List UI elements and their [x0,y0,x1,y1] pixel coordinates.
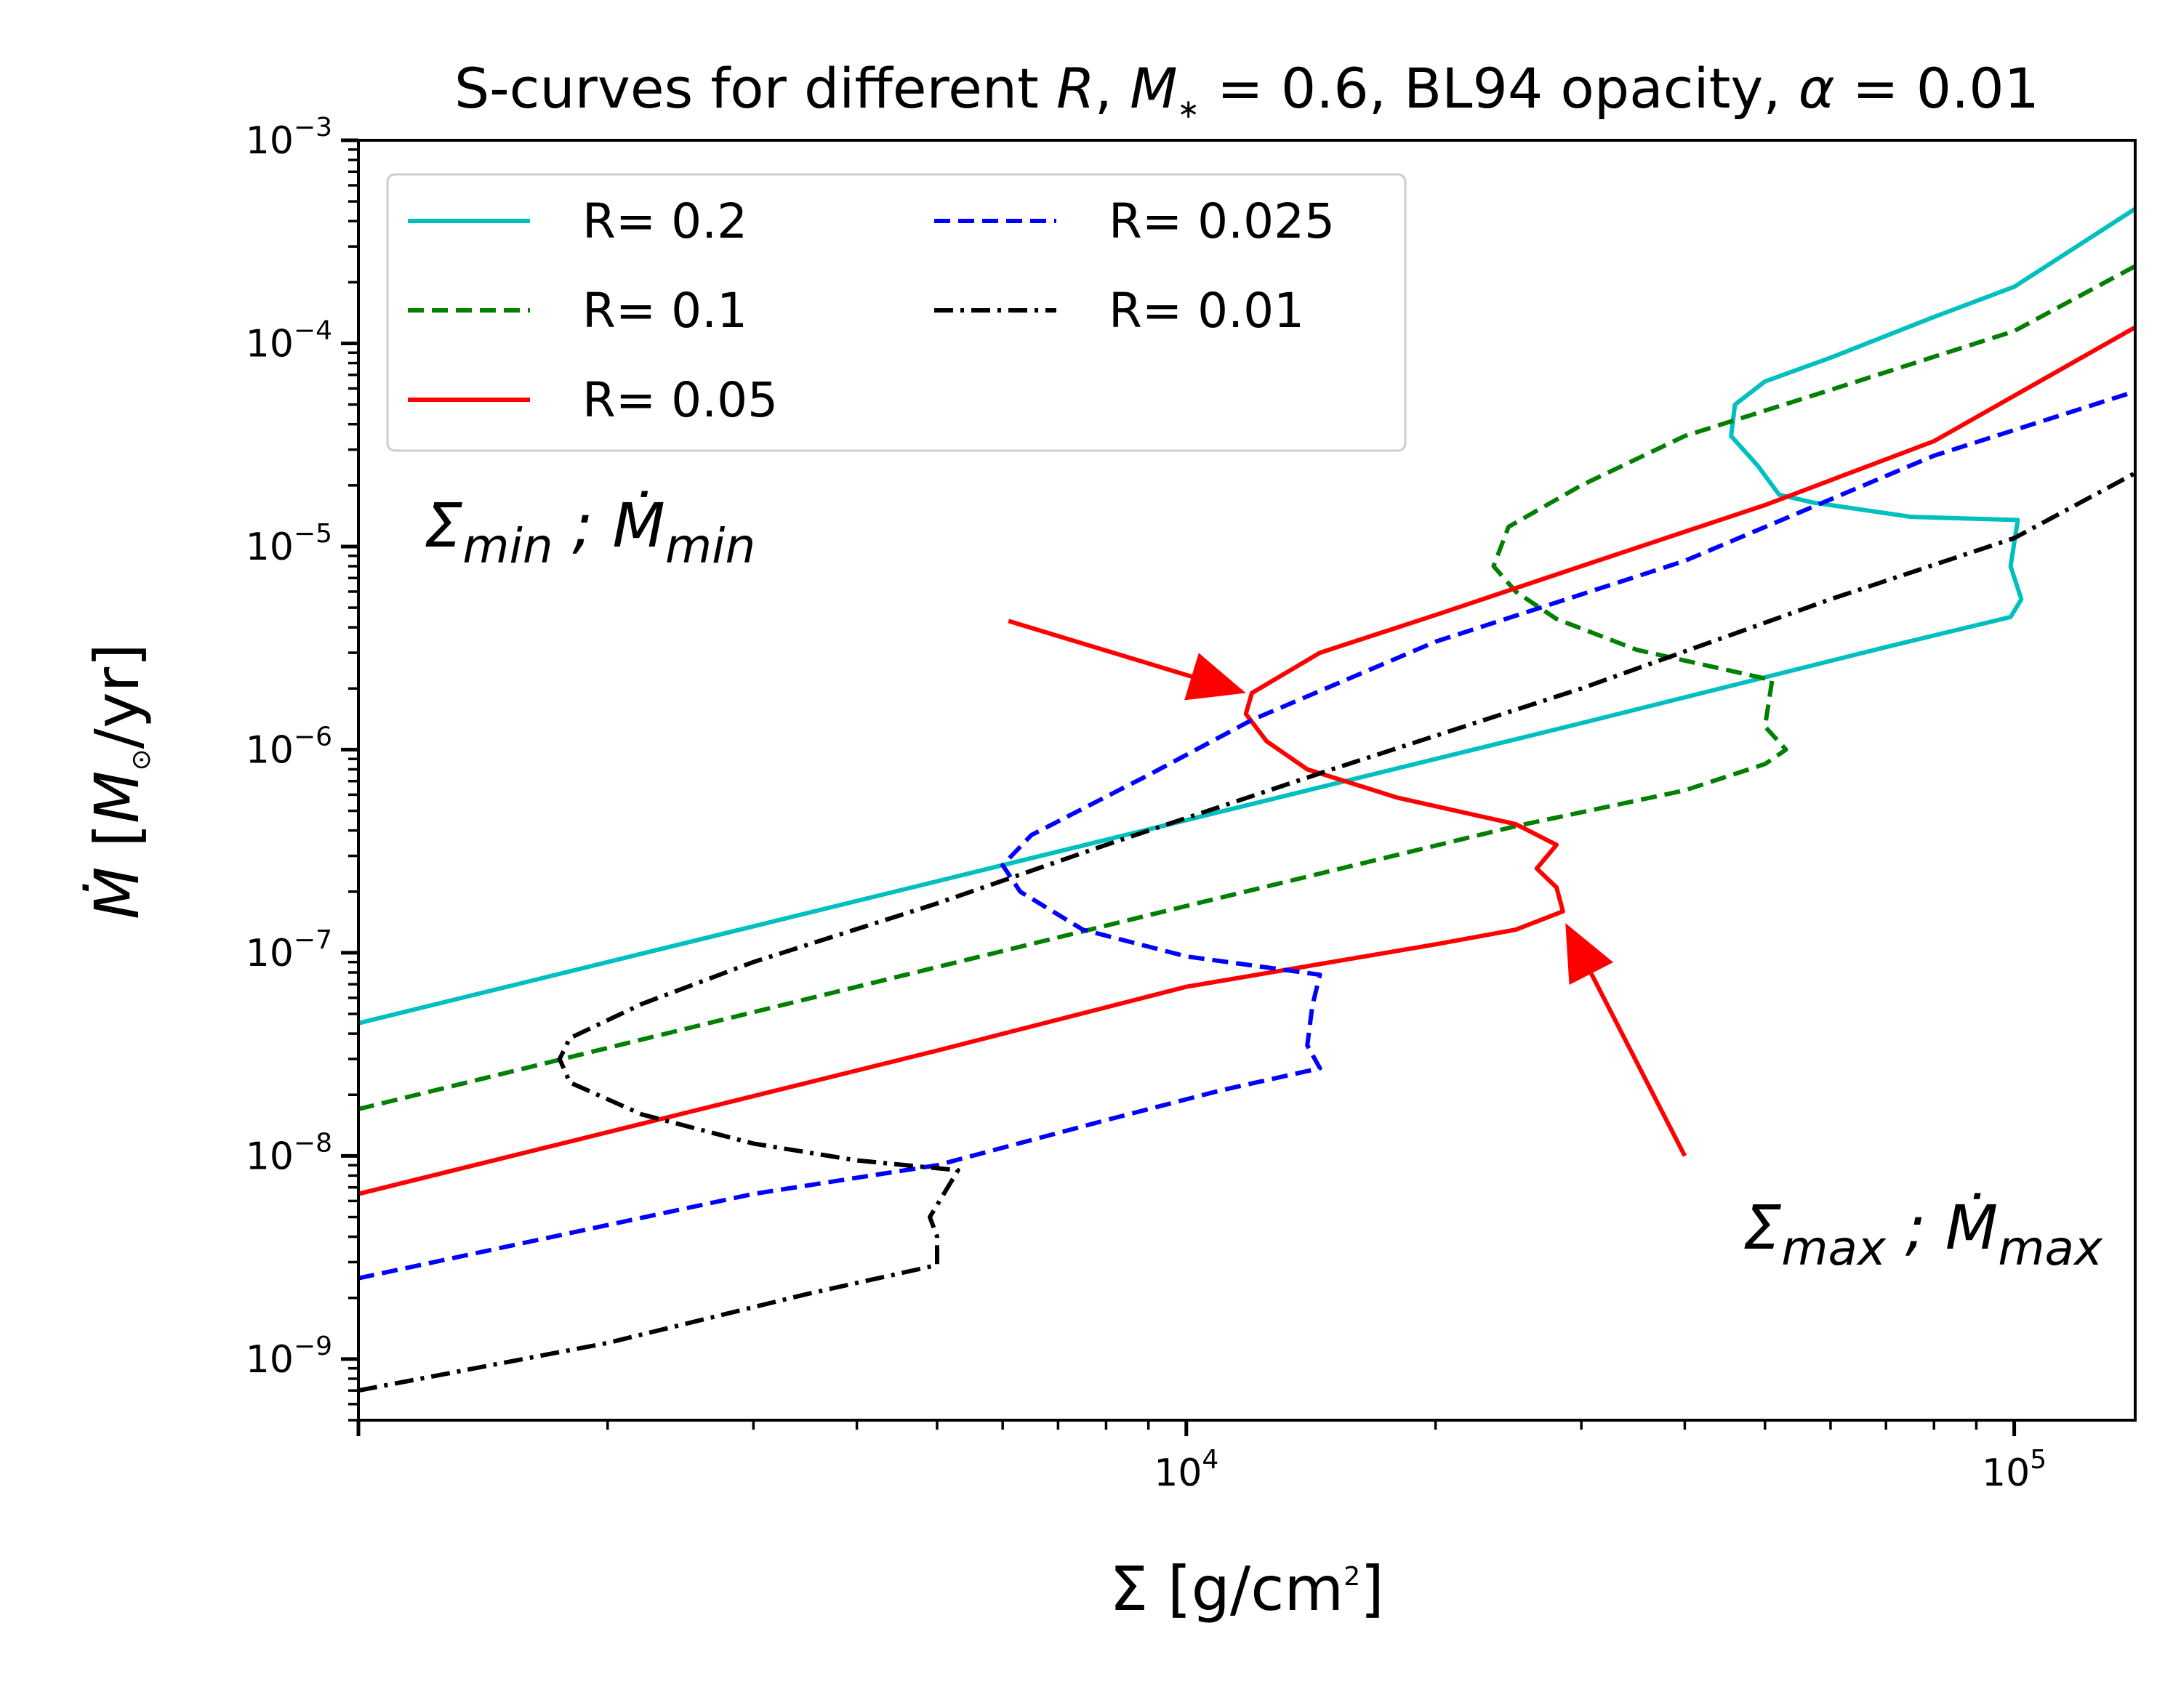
x-axis-label: Σ [g/cm2] [1109,1553,1384,1624]
legend-label-0: R= 0.2 [582,193,747,249]
series-layer [358,206,2135,1393]
annotation-label-0: Σmin ; Ṁmin [424,490,755,574]
x-axis: 104 105 [356,1420,2047,1495]
y-tick-label-0: 10−9 [246,1332,332,1382]
y-tick-label-6: 10−3 [246,113,332,163]
annotation-arrow-shaft-0 [1008,619,1192,679]
x-tick-label-0: 104 [1154,1445,1218,1495]
series-line-4 [358,471,2135,1393]
y-axis-label: Ṁ [M⊙/yr] [81,643,156,919]
series-line-2 [358,325,2135,1196]
y-tick-label-4: 10−5 [246,519,332,569]
y-tick-label-5: 10−4 [246,315,332,366]
chart-title: S-curves for different R, M∗ = 0.6, BL94… [454,56,2039,124]
legend-label-3: R= 0.025 [1109,193,1335,249]
y-axis: 10−9 10−8 10−7 10−6 10−5 10−4 10−3 [246,113,358,1422]
y-tick-label-3: 10−6 [246,722,332,772]
annotation-arrow-head-1 [1565,923,1614,985]
x-tick-label-1: 105 [1982,1445,2047,1495]
legend-label-1: R= 0.1 [582,283,747,339]
legend-box [386,173,1407,452]
plot-area [357,139,2137,1422]
series-line-3 [358,389,2135,1281]
y-tick-label-1: 10−8 [246,1128,332,1178]
annotation-label-1: Σmax ; Ṁmax [1743,1192,2103,1276]
annotation-arrow-shaft-1 [1589,972,1687,1157]
annotation-arrow-head-0 [1184,653,1246,701]
legend-label-4: R= 0.01 [1109,283,1304,339]
series-line-0 [358,206,2135,1026]
legend: R= 0.2 R= 0.1 R= 0.05 R= 0.025 R= 0.01 [386,173,1407,452]
annotations: Σmin ; Ṁmin Σmax ; Ṁmax [424,490,2103,1276]
legend-label-2: R= 0.05 [582,372,778,428]
y-tick-label-2: 10−7 [246,925,332,975]
